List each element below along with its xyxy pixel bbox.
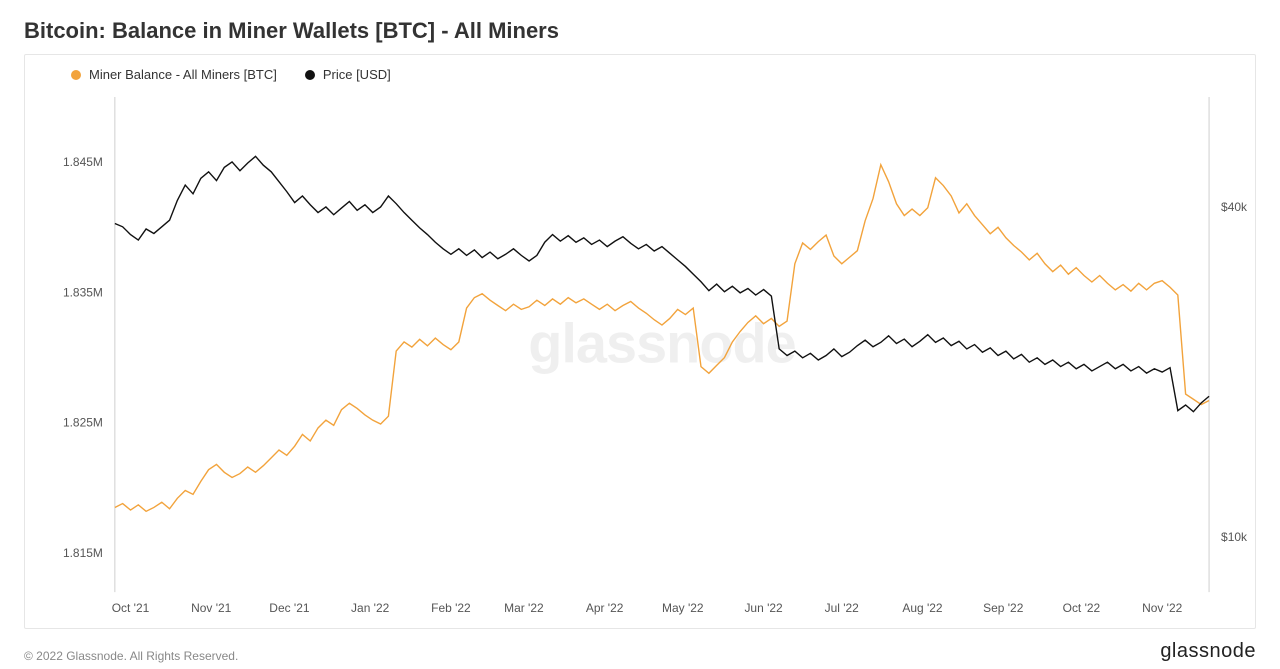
svg-text:Dec '21: Dec '21	[269, 601, 310, 615]
svg-text:Jul '22: Jul '22	[825, 601, 860, 615]
svg-text:1.815M: 1.815M	[63, 546, 103, 560]
chart-svg: glassnode 1.815M1.825M1.835M1.845M $10k$…	[25, 89, 1255, 628]
svg-text:1.835M: 1.835M	[63, 285, 103, 299]
svg-text:$10k: $10k	[1221, 530, 1247, 544]
legend-swatch-icon	[71, 70, 81, 80]
svg-text:Oct '22: Oct '22	[1063, 601, 1101, 615]
svg-text:1.845M: 1.845M	[63, 155, 103, 169]
legend-item-miner-balance[interactable]: Miner Balance - All Miners [BTC]	[71, 67, 277, 82]
svg-text:1.825M: 1.825M	[63, 416, 103, 430]
legend-swatch-icon	[305, 70, 315, 80]
copyright-text: © 2022 Glassnode. All Rights Reserved.	[24, 649, 238, 663]
chart-title: Bitcoin: Balance in Miner Wallets [BTC] …	[24, 18, 1256, 44]
legend-label: Price [USD]	[323, 67, 391, 82]
svg-text:Apr '22: Apr '22	[586, 601, 624, 615]
page-root: Bitcoin: Balance in Miner Wallets [BTC] …	[0, 0, 1280, 669]
svg-text:Sep '22: Sep '22	[983, 601, 1024, 615]
svg-text:Jan '22: Jan '22	[351, 601, 390, 615]
y-left-ticks: 1.815M 1.825M 1.835M 1.845M	[63, 155, 103, 560]
legend: Miner Balance - All Miners [BTC] Price […	[25, 55, 1255, 86]
svg-text:Aug '22: Aug '22	[902, 601, 943, 615]
brand-logo: glassnode	[1160, 640, 1256, 663]
svg-text:May '22: May '22	[662, 601, 704, 615]
svg-text:Nov '22: Nov '22	[1142, 601, 1183, 615]
footer: © 2022 Glassnode. All Rights Reserved. g…	[24, 640, 1256, 663]
svg-text:Oct '21: Oct '21	[112, 601, 150, 615]
svg-text:Feb '22: Feb '22	[431, 601, 471, 615]
svg-text:Jun '22: Jun '22	[744, 601, 783, 615]
svg-text:$40k: $40k	[1221, 200, 1247, 214]
svg-text:Nov '21: Nov '21	[191, 601, 232, 615]
y-right-ticks: $10k $40k	[1221, 200, 1247, 544]
plot-area[interactable]: glassnode 1.815M1.825M1.835M1.845M $10k$…	[25, 89, 1255, 628]
watermark-text: glassnode	[528, 312, 795, 375]
legend-item-price[interactable]: Price [USD]	[305, 67, 391, 82]
chart-card: Miner Balance - All Miners [BTC] Price […	[24, 54, 1256, 629]
svg-text:Mar '22: Mar '22	[504, 601, 544, 615]
legend-label: Miner Balance - All Miners [BTC]	[89, 67, 277, 82]
x-ticks: Oct '21 Nov '21 Dec '21 Jan '22 Feb '22 Mar '…	[112, 601, 1183, 615]
